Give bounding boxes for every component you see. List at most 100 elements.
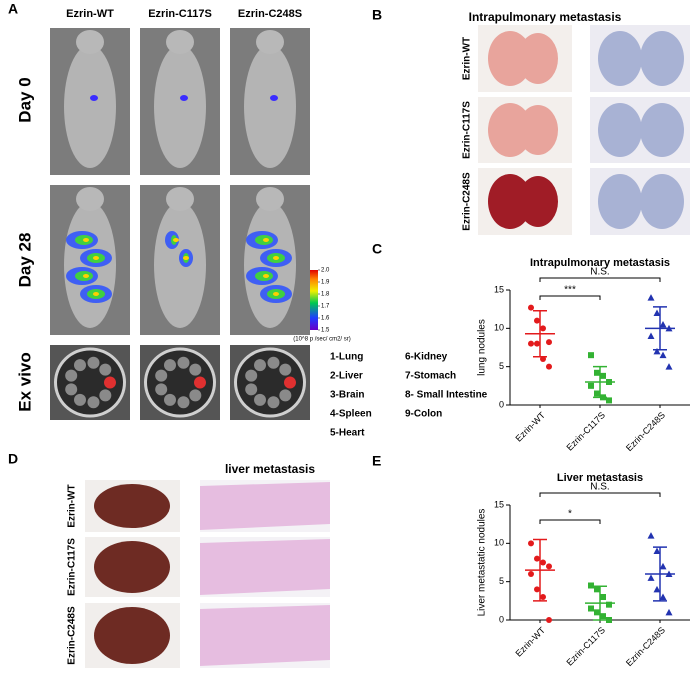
y-tick-label: 5 (499, 361, 504, 371)
signal (180, 95, 188, 101)
lung-section (598, 174, 642, 229)
signal (93, 256, 99, 260)
colorbar-unit: (10^8 p /sec/ cm2/ sr) (293, 337, 351, 343)
point (659, 351, 667, 359)
organ (279, 389, 292, 402)
column-header: Ezrin-C248S (238, 8, 302, 20)
colorbar-tick-label: 1.6 (321, 316, 330, 322)
point (659, 321, 667, 328)
signal (270, 95, 278, 101)
panel-label: D (8, 451, 18, 467)
organ (267, 396, 280, 409)
point (653, 347, 661, 355)
organ (164, 359, 176, 372)
lung (488, 31, 532, 86)
point (653, 309, 661, 316)
point (540, 594, 546, 600)
signal (263, 238, 269, 242)
mouse-head (256, 187, 284, 211)
organ (189, 389, 202, 402)
colorbar-tick-label: 2.0 (321, 268, 330, 274)
liver-section (200, 605, 330, 666)
mouse-body (244, 45, 296, 168)
error-bar (653, 306, 667, 351)
organ-label: 2-Liver (330, 371, 363, 382)
liver (94, 484, 170, 528)
y-tick-label: 10 (494, 538, 504, 548)
point (540, 356, 546, 362)
y-tick-label: 10 (494, 323, 504, 333)
point (546, 339, 552, 346)
point (540, 559, 546, 566)
row-label: Ezrin-WT (462, 37, 473, 80)
row-label: Ex vivo (15, 352, 34, 412)
point (647, 574, 655, 581)
column-header: Ezrin-WT (66, 8, 114, 20)
mouse-body (64, 45, 116, 168)
point (546, 563, 552, 570)
organ (189, 363, 202, 376)
organ-label: 3-Brain (330, 390, 364, 401)
point (653, 547, 661, 554)
organ (245, 369, 258, 382)
chart-title: Intrapulmonary metastasis (530, 257, 670, 269)
organ (74, 393, 86, 406)
significance-label: N.S. (590, 482, 609, 493)
organ (194, 376, 206, 389)
point (540, 325, 546, 332)
y-axis-label: Liver metastatic nodules (477, 509, 488, 617)
point (647, 532, 655, 539)
lung (518, 33, 558, 84)
row-label: Day 28 (15, 233, 34, 288)
x-tick-label: Ezrin-C248S (624, 410, 667, 453)
y-tick-label: 15 (494, 284, 504, 294)
signal (83, 238, 89, 242)
point (600, 594, 606, 600)
organ (87, 356, 100, 369)
signal (83, 274, 89, 278)
mouse-body (154, 202, 206, 328)
row-label: Ezrin-C117S (462, 101, 473, 159)
point (588, 605, 594, 612)
lung-section (598, 103, 642, 157)
mouse-body (154, 45, 206, 168)
panel-label: C (372, 241, 382, 257)
row-label: Ezrin-C248S (462, 172, 473, 231)
organ (245, 383, 258, 396)
panel-label: B (372, 7, 382, 23)
significance-bracket (539, 277, 661, 282)
lung (518, 176, 558, 227)
liver (94, 607, 170, 664)
organ (74, 359, 86, 372)
significance-label: N.S. (590, 267, 609, 278)
point (600, 613, 606, 620)
significance-bracket (539, 519, 601, 524)
colorbar-tick-label: 1.8 (321, 292, 330, 298)
x-tick-label: Ezrin-C117S (564, 410, 607, 453)
colorbar-tick-label: 1.9 (321, 280, 330, 286)
row-label: Ezrin-WT (67, 484, 78, 527)
lung-section (640, 103, 684, 157)
signal (263, 274, 269, 278)
signal (273, 256, 279, 260)
organ (267, 356, 280, 369)
organ-label: 4-Spleen (330, 409, 372, 420)
lung-section (640, 174, 684, 229)
significance-label: *** (564, 285, 576, 296)
point (659, 593, 667, 600)
point (606, 397, 612, 404)
organ (155, 383, 168, 396)
point (528, 540, 534, 547)
organ (104, 376, 116, 389)
point (665, 608, 673, 616)
mouse-head (76, 30, 104, 54)
signal (93, 292, 99, 296)
liver (94, 541, 170, 593)
point (647, 294, 655, 301)
point (594, 369, 600, 376)
point (588, 352, 594, 359)
organ (164, 393, 176, 406)
y-tick-label: 0 (499, 399, 504, 409)
point (647, 332, 655, 339)
organ (99, 389, 112, 402)
